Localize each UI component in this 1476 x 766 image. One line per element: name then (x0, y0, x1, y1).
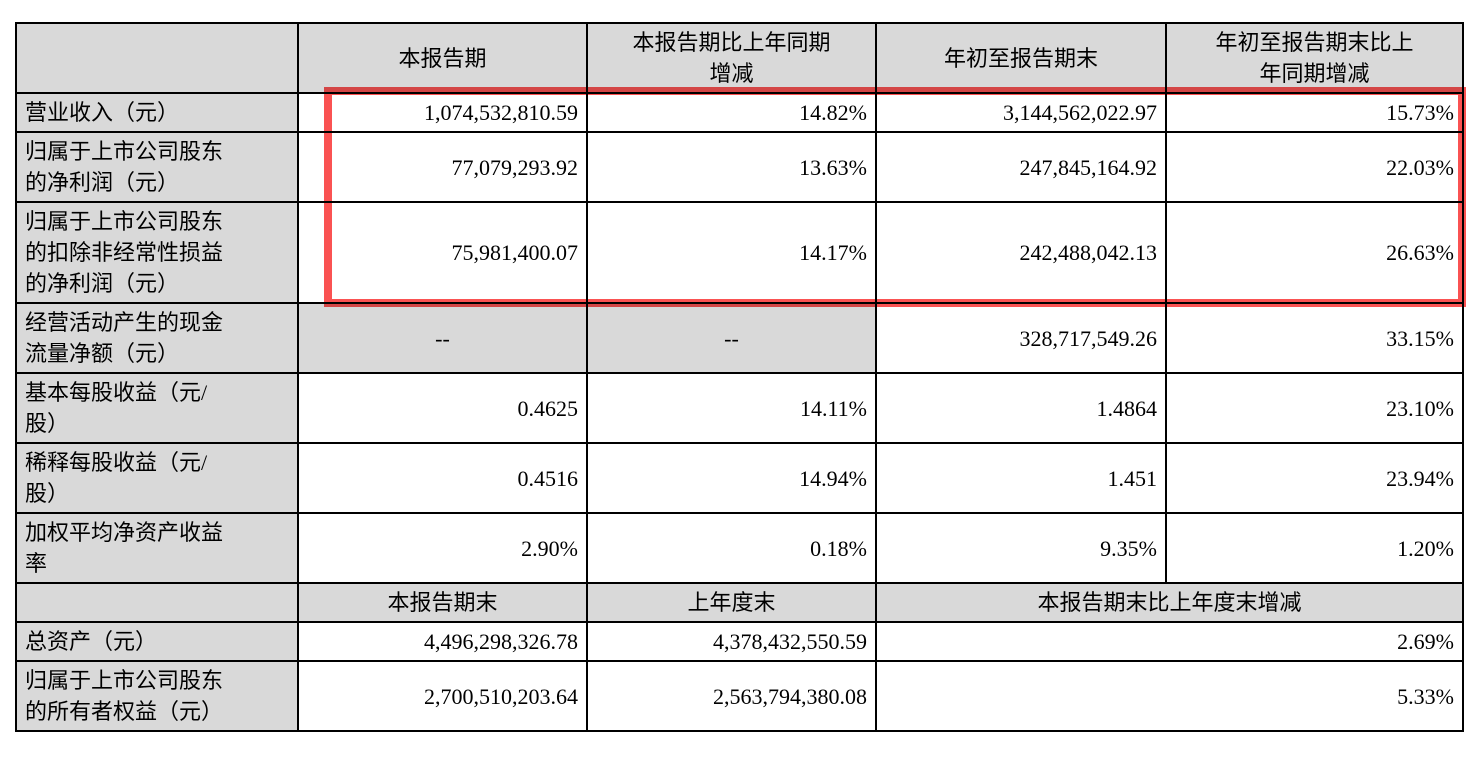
row-label: 归属于上市公司股东 的净利润（元） (15, 131, 299, 203)
value-cell: 14.17% (586, 201, 877, 304)
value-cell: 26.63% (1165, 201, 1464, 304)
table-row-shareholders-equity: 归属于上市公司股东 的所有者权益（元） 2,700,510,203.64 2,5… (15, 660, 1464, 732)
table-row-weighted-avg-roe: 加权平均净资产收益 率 2.90% 0.18% 9.35% 1.20% (15, 512, 1464, 584)
financial-summary-table: 本报告期 本报告期比上年同期 增减 年初至报告期末 年初至报告期末比上 年同期增… (15, 22, 1464, 732)
table-row-basic-eps: 基本每股收益（元/ 股） 0.4625 14.11% 1.4864 23.10% (15, 372, 1464, 444)
row-label: 归属于上市公司股东 的扣除非经常性损益 的净利润（元） (15, 201, 299, 304)
value-cell: 4,378,432,550.59 (586, 621, 877, 662)
empty-value-cell: -- (297, 302, 588, 374)
value-cell: 2,563,794,380.08 (586, 660, 877, 732)
value-cell: 14.94% (586, 442, 877, 514)
value-cell: 14.82% (586, 92, 877, 133)
value-cell: 328,717,549.26 (875, 302, 1167, 374)
row-label: 归属于上市公司股东 的所有者权益（元） (15, 660, 299, 732)
value-cell: 23.94% (1165, 442, 1464, 514)
value-cell: 14.11% (586, 372, 877, 444)
value-cell: 15.73% (1165, 92, 1464, 133)
value-cell: 2.90% (297, 512, 588, 584)
value-cell: 1.4864 (875, 372, 1167, 444)
value-cell: 13.63% (586, 131, 877, 203)
merged-value-cell: 5.33% (875, 660, 1464, 732)
column-header-current-period: 本报告期 (297, 22, 588, 94)
value-cell: 1.20% (1165, 512, 1464, 584)
table-row-operating-cash-flow: 经营活动产生的现金 流量净额（元） -- -- 328,717,549.26 3… (15, 302, 1464, 374)
table-container: 本报告期 本报告期比上年同期 增减 年初至报告期末 年初至报告期末比上 年同期增… (15, 22, 1466, 732)
value-cell: 3,144,562,022.97 (875, 92, 1167, 133)
period-end-header-current: 本报告期末 (297, 582, 588, 623)
table-row-net-profit-excl-nonrecurring: 归属于上市公司股东 的扣除非经常性损益 的净利润（元） 75,981,400.0… (15, 201, 1464, 304)
value-cell: 242,488,042.13 (875, 201, 1167, 304)
table-row-net-profit: 归属于上市公司股东 的净利润（元） 77,079,293.92 13.63% 2… (15, 131, 1464, 203)
row-label: 总资产（元） (15, 621, 299, 662)
period-end-header-blank (15, 582, 299, 623)
table-row-total-assets: 总资产（元） 4,496,298,326.78 4,378,432,550.59… (15, 621, 1464, 662)
column-header-ytd-yoy: 年初至报告期末比上 年同期增减 (1165, 22, 1464, 94)
column-header-ytd: 年初至报告期末 (875, 22, 1167, 94)
table-row-diluted-eps: 稀释每股收益（元/ 股） 0.4516 14.94% 1.451 23.94% (15, 442, 1464, 514)
value-cell: 0.18% (586, 512, 877, 584)
column-header-current-period-yoy: 本报告期比上年同期 增减 (586, 22, 877, 94)
value-cell: 4,496,298,326.78 (297, 621, 588, 662)
period-end-header-prior-year: 上年度末 (586, 582, 877, 623)
empty-value-cell: -- (586, 302, 877, 374)
row-label: 基本每股收益（元/ 股） (15, 372, 299, 444)
value-cell: 75,981,400.07 (297, 201, 588, 304)
period-end-header-change: 本报告期末比上年度末增减 (875, 582, 1464, 623)
merged-value-cell: 2.69% (875, 621, 1464, 662)
table-row-revenue: 营业收入（元） 1,074,532,810.59 14.82% 3,144,56… (15, 92, 1464, 133)
value-cell: 247,845,164.92 (875, 131, 1167, 203)
value-cell: 23.10% (1165, 372, 1464, 444)
row-label: 营业收入（元） (15, 92, 299, 133)
value-cell: 1.451 (875, 442, 1167, 514)
column-header-blank (15, 22, 299, 94)
row-label: 经营活动产生的现金 流量净额（元） (15, 302, 299, 374)
period-end-header-row: 本报告期末 上年度末 本报告期末比上年度末增减 (15, 582, 1464, 623)
row-label: 加权平均净资产收益 率 (15, 512, 299, 584)
value-cell: 0.4625 (297, 372, 588, 444)
value-cell: 33.15% (1165, 302, 1464, 374)
value-cell: 2,700,510,203.64 (297, 660, 588, 732)
value-cell: 22.03% (1165, 131, 1464, 203)
header-row: 本报告期 本报告期比上年同期 增减 年初至报告期末 年初至报告期末比上 年同期增… (15, 22, 1464, 94)
value-cell: 0.4516 (297, 442, 588, 514)
value-cell: 1,074,532,810.59 (297, 92, 588, 133)
value-cell: 9.35% (875, 512, 1167, 584)
row-label: 稀释每股收益（元/ 股） (15, 442, 299, 514)
value-cell: 77,079,293.92 (297, 131, 588, 203)
